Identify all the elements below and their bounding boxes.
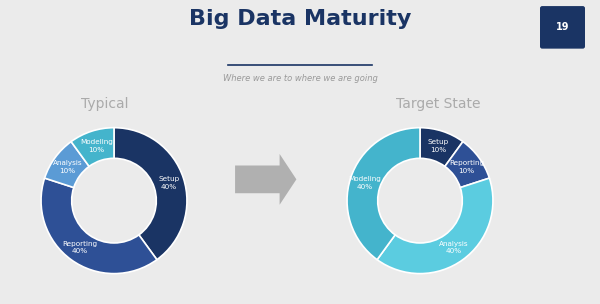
Text: Modeling
10%: Modeling 10% bbox=[80, 139, 113, 153]
Wedge shape bbox=[44, 142, 89, 188]
Text: Reporting
10%: Reporting 10% bbox=[449, 160, 484, 174]
Wedge shape bbox=[71, 128, 114, 166]
Text: Typical: Typical bbox=[81, 97, 129, 111]
Text: Analysis
10%: Analysis 10% bbox=[53, 160, 82, 174]
Text: Target State: Target State bbox=[396, 97, 480, 111]
Wedge shape bbox=[41, 178, 157, 274]
Wedge shape bbox=[114, 128, 187, 260]
Wedge shape bbox=[377, 178, 493, 274]
Text: 19: 19 bbox=[556, 22, 569, 32]
Text: Big Data Maturity: Big Data Maturity bbox=[189, 9, 411, 29]
Text: Where we are to where we are going: Where we are to where we are going bbox=[223, 74, 377, 84]
Wedge shape bbox=[347, 128, 420, 260]
FancyBboxPatch shape bbox=[540, 6, 585, 49]
Text: Setup
40%: Setup 40% bbox=[158, 176, 179, 190]
Text: Modeling
40%: Modeling 40% bbox=[349, 176, 382, 190]
Text: Reporting
40%: Reporting 40% bbox=[62, 240, 98, 254]
Text: Setup
10%: Setup 10% bbox=[427, 139, 448, 153]
Wedge shape bbox=[420, 128, 463, 166]
Polygon shape bbox=[235, 154, 296, 205]
Wedge shape bbox=[445, 142, 490, 188]
Text: Analysis
40%: Analysis 40% bbox=[439, 240, 469, 254]
